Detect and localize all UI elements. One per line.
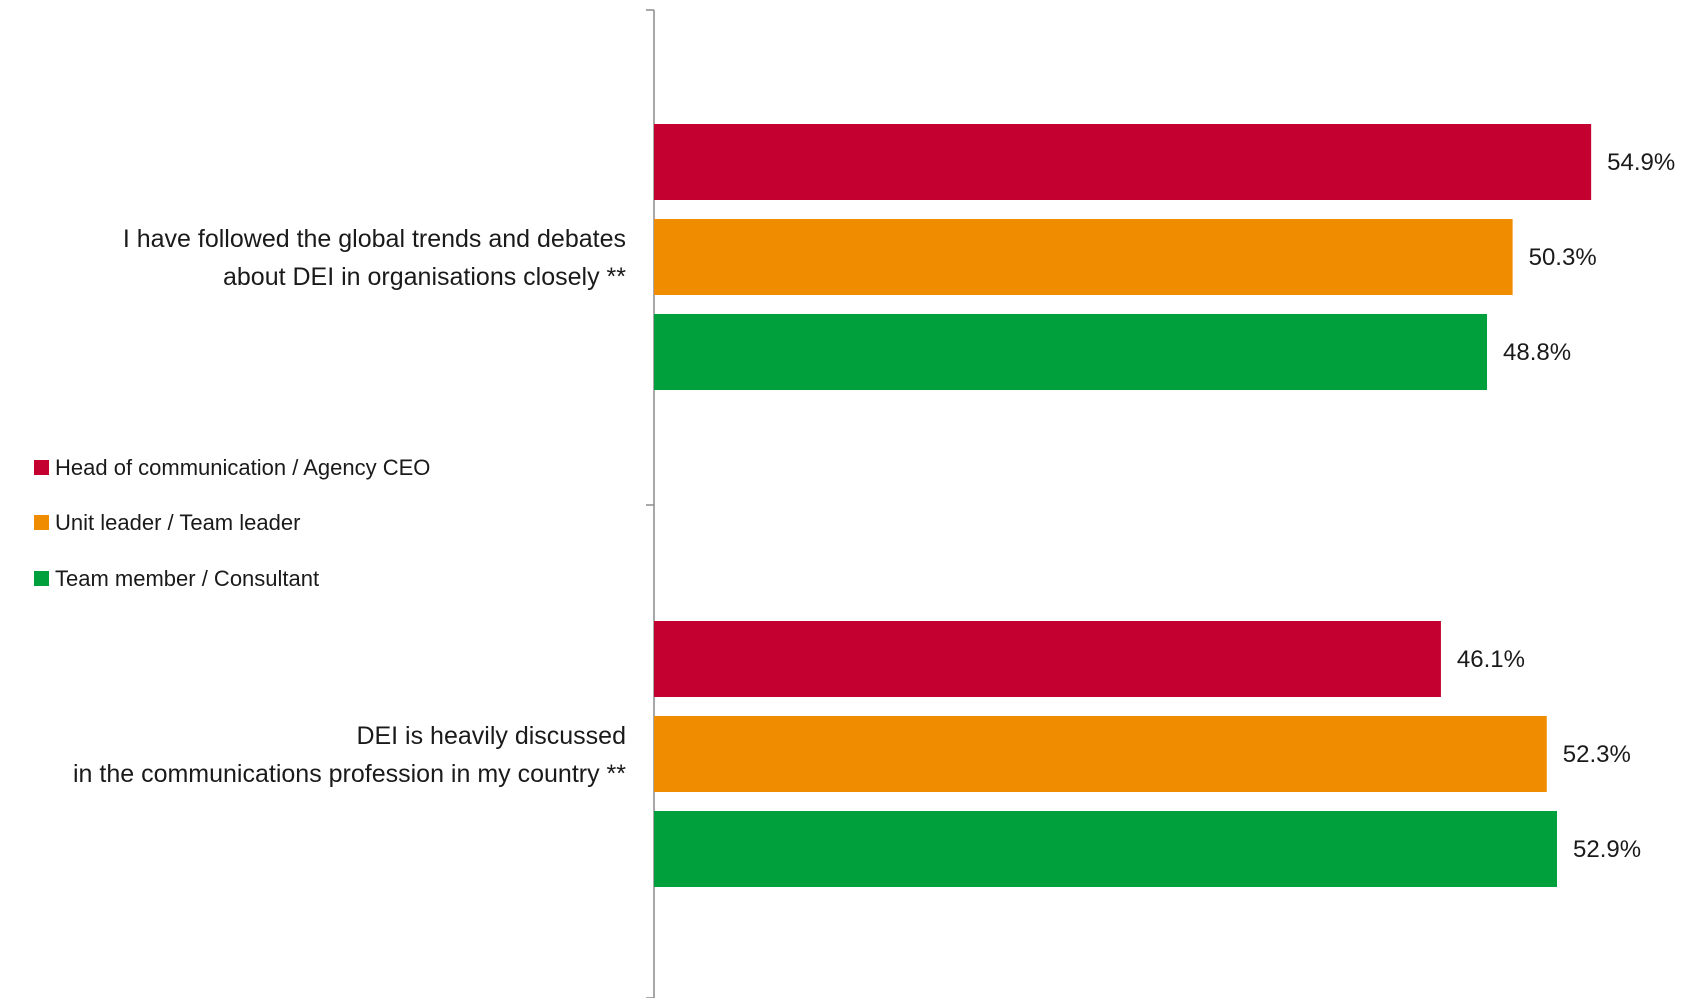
bar bbox=[654, 716, 1547, 792]
legend-item: Unit leader / Team leader bbox=[34, 510, 300, 535]
legend-swatch bbox=[34, 571, 49, 586]
legend: Head of communication / Agency CEO Unit l… bbox=[34, 455, 430, 591]
bars-layer: 54.9% 46.1% 50.3% 52.3% 48.8% 52.9% bbox=[654, 124, 1675, 887]
legend-item: Head of communication / Agency CEO bbox=[34, 455, 430, 480]
legend-label: Team member / Consultant bbox=[55, 566, 319, 591]
category-label: about DEI in organisations closely ** bbox=[223, 263, 626, 291]
bar bbox=[654, 621, 1441, 697]
category-label: I have followed the global trends and de… bbox=[123, 225, 626, 253]
category-label: in the communications profession in my c… bbox=[73, 760, 626, 788]
data-label: 54.9% bbox=[1607, 149, 1675, 176]
axis-layer bbox=[646, 9, 655, 998]
legend-label: Unit leader / Team leader bbox=[55, 510, 300, 535]
legend-label: Head of communication / Agency CEO bbox=[55, 455, 430, 480]
data-label: 50.3% bbox=[1529, 244, 1597, 271]
data-label: 48.8% bbox=[1503, 339, 1571, 366]
bar bbox=[654, 314, 1488, 390]
legend-item: Team member / Consultant bbox=[34, 566, 319, 591]
category-label: DEI is heavily discussed bbox=[356, 722, 626, 750]
bar bbox=[654, 124, 1592, 200]
legend-swatch bbox=[34, 515, 49, 530]
legend-swatch bbox=[34, 460, 49, 475]
bar bbox=[654, 219, 1513, 295]
labels-layer: I have followed the global trends and de… bbox=[73, 225, 626, 788]
data-label: 46.1% bbox=[1457, 646, 1525, 673]
data-label: 52.9% bbox=[1573, 836, 1641, 863]
bar bbox=[654, 811, 1558, 887]
data-label: 52.3% bbox=[1563, 741, 1631, 768]
